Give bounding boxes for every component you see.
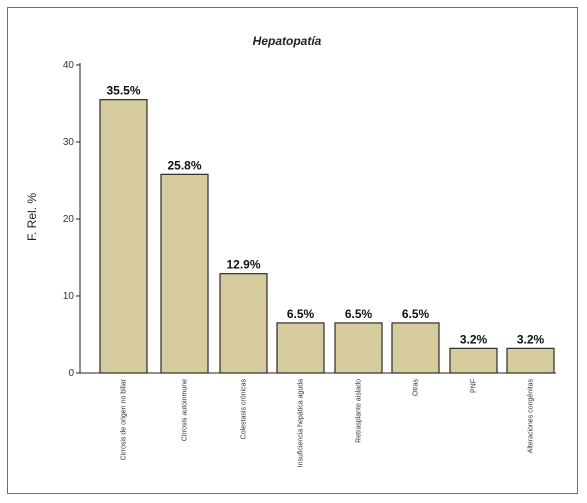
x-tick-label: Cirrosis de origen no biliar: [121, 378, 128, 460]
data-label: 6.5%: [402, 307, 430, 321]
bar: [506, 347, 555, 374]
x-tick-label: Insuficiencia hepática aguda: [298, 379, 305, 467]
bars: [80, 99, 556, 374]
x-tick-label: Retrasplante aislado: [356, 379, 363, 443]
bar-chart: Hepatopatía F. Rel. % 0 10 20 30 40 35.5% 25.…: [25, 34, 556, 467]
x-tick-label: Alteraciones congénitas: [528, 379, 535, 454]
bar: [160, 173, 209, 374]
bar: [219, 273, 268, 374]
chart-frame: Hepatopatía F. Rel. % 0 10 20 30 40 35.5% 25.…: [7, 7, 578, 494]
y-tick-label: 0: [68, 368, 74, 379]
bar: [99, 99, 148, 374]
x-tick-label: Colestasis crónicas: [241, 379, 248, 440]
data-label: 6.5%: [345, 307, 373, 321]
x-tick-label: PNF: [471, 379, 478, 393]
y-tick-label: 10: [63, 291, 75, 302]
y-axis: 0 10 20 30 40: [63, 60, 81, 379]
bar: [391, 322, 440, 374]
y-axis-label: F. Rel. %: [25, 193, 39, 241]
data-label: 25.8%: [167, 158, 201, 172]
x-tick-labels: Cirrosis de origen no biliar Cirrosis aut…: [121, 378, 535, 467]
y-tick-label: 20: [63, 214, 75, 225]
data-label: 12.9%: [226, 258, 260, 272]
bar: [276, 322, 325, 374]
chart-title: Hepatopatía: [253, 34, 322, 48]
bar: [334, 322, 383, 374]
data-label: 3.2%: [517, 332, 545, 346]
data-label: 35.5%: [106, 84, 140, 98]
data-labels: 35.5% 25.8% 12.9% 6.5% 6.5% 6.5% 3.2% 3.2%: [106, 84, 544, 347]
x-tick-label: Cirrosis autoinmune: [182, 379, 189, 441]
x-tick-label: Otras: [413, 379, 420, 397]
data-label: 3.2%: [460, 332, 488, 346]
data-label: 6.5%: [287, 307, 315, 321]
y-tick-label: 30: [63, 137, 75, 148]
bar: [449, 347, 498, 374]
y-tick-label: 40: [63, 60, 75, 71]
